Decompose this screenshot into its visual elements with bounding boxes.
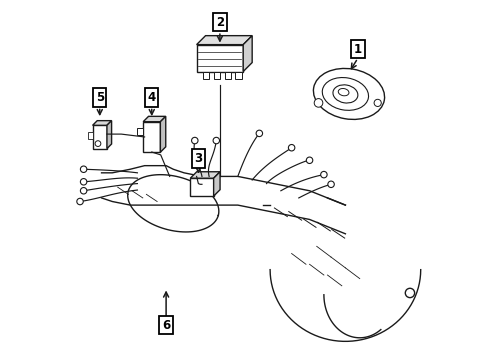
FancyBboxPatch shape — [137, 128, 143, 135]
Polygon shape — [143, 116, 166, 122]
Circle shape — [405, 288, 415, 298]
Circle shape — [77, 198, 83, 205]
Text: 6: 6 — [162, 319, 170, 332]
FancyBboxPatch shape — [93, 125, 107, 149]
FancyBboxPatch shape — [203, 72, 210, 80]
Circle shape — [306, 157, 313, 163]
Text: 1: 1 — [354, 42, 362, 55]
FancyBboxPatch shape — [224, 72, 231, 80]
Polygon shape — [196, 36, 252, 45]
Circle shape — [314, 99, 323, 107]
Ellipse shape — [338, 89, 349, 96]
Text: 2: 2 — [216, 16, 224, 29]
Polygon shape — [107, 121, 112, 149]
Circle shape — [374, 99, 381, 107]
Circle shape — [256, 130, 263, 136]
Text: 3: 3 — [195, 152, 202, 165]
FancyBboxPatch shape — [235, 72, 242, 80]
Text: 4: 4 — [147, 91, 156, 104]
Circle shape — [320, 171, 327, 178]
FancyBboxPatch shape — [196, 45, 243, 72]
FancyBboxPatch shape — [88, 132, 93, 139]
FancyBboxPatch shape — [190, 178, 214, 196]
FancyBboxPatch shape — [143, 122, 160, 152]
Circle shape — [80, 188, 87, 194]
Circle shape — [80, 166, 87, 172]
FancyBboxPatch shape — [214, 72, 220, 80]
Polygon shape — [93, 121, 112, 125]
Circle shape — [80, 179, 87, 185]
Polygon shape — [190, 172, 220, 178]
Ellipse shape — [314, 68, 385, 120]
Polygon shape — [160, 116, 166, 152]
Circle shape — [289, 144, 295, 151]
Ellipse shape — [333, 85, 358, 103]
Circle shape — [95, 141, 101, 147]
Text: 5: 5 — [96, 91, 104, 104]
Circle shape — [213, 137, 220, 144]
Ellipse shape — [322, 77, 368, 110]
Polygon shape — [214, 172, 220, 196]
Circle shape — [328, 181, 334, 188]
Polygon shape — [243, 36, 252, 72]
Circle shape — [192, 137, 198, 144]
